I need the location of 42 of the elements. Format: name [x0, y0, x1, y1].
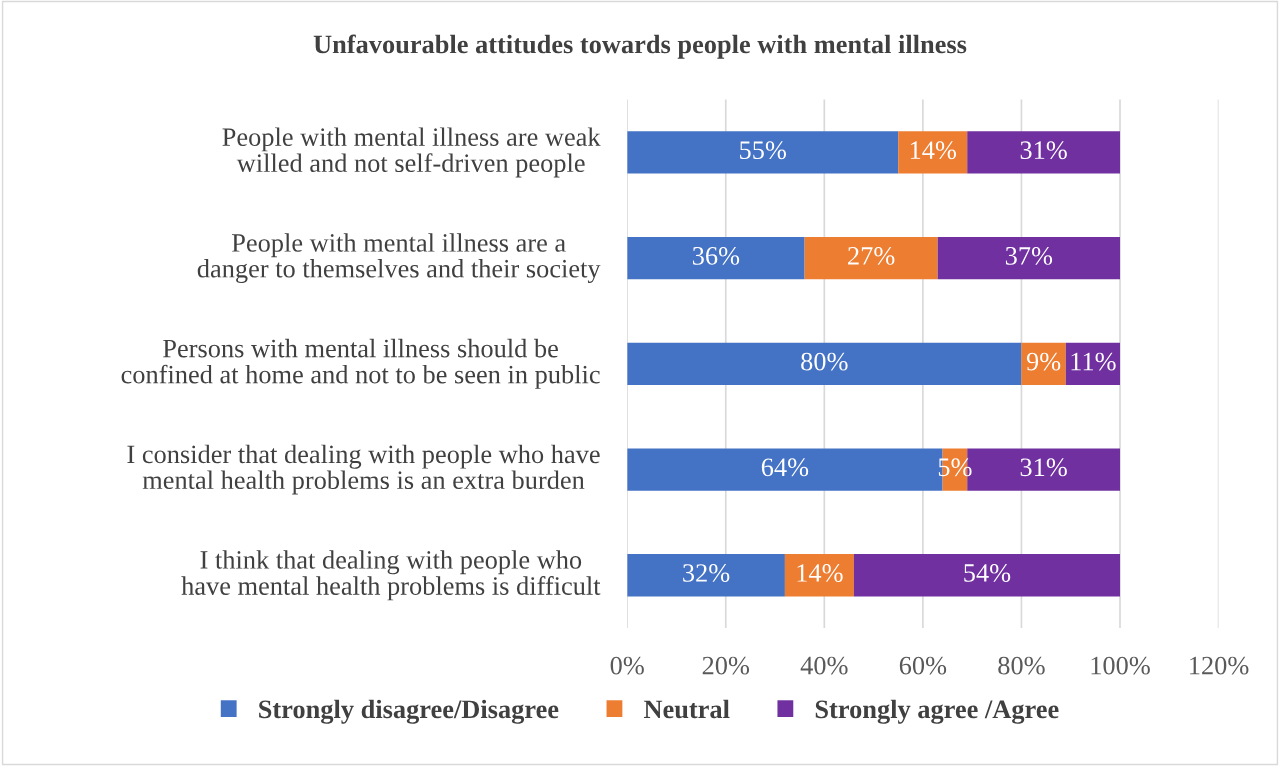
bar [937, 237, 1120, 280]
y-tick-label: People with mental illness are a danger to themselves and their society [197, 233, 601, 284]
y-tick-label: I consider that dealing with people who have mental health problems is an extra burden [127, 444, 600, 495]
data-label: 11% [1071, 352, 1116, 371]
x-tick-label: 20% [702, 656, 750, 675]
data-label: 14% [910, 141, 957, 160]
y-tick-label: I think that dealing with people who have mental health problems is difficult [181, 550, 601, 601]
data-label: 31% [1020, 458, 1067, 477]
y-tick-label: People with mental illness are weak willed and not self-driven people [222, 127, 601, 178]
bar [853, 554, 1120, 597]
data-label: 31% [1020, 141, 1067, 160]
legend-label: Strongly agree /Agree [815, 699, 1059, 724]
x-tick-label: 60% [899, 656, 947, 675]
data-label: 9% [1026, 352, 1061, 371]
data-label: 37% [1005, 246, 1053, 265]
bar [1065, 342, 1120, 385]
bar [1021, 342, 1066, 385]
bar [898, 131, 968, 174]
x-tick-label: 80% [998, 656, 1045, 675]
bar [967, 131, 1120, 174]
bar [627, 131, 899, 174]
x-tick-label: 40% [800, 656, 848, 675]
bar [627, 237, 805, 280]
x-tick-label: 0% [610, 656, 644, 675]
data-label: 55% [740, 141, 787, 160]
data-label: 80% [801, 352, 848, 371]
chart-title: Unfavourable attitudes towards people with mental illness [313, 34, 967, 59]
bar [627, 342, 1022, 385]
x-tick-label: 120% [1190, 656, 1249, 675]
bar [804, 237, 938, 280]
bar [784, 554, 854, 597]
data-label: 36% [692, 246, 740, 265]
data-label: 14% [797, 564, 843, 582]
data-label: 27% [848, 246, 895, 265]
y-tick-label: Persons with mental illness should be confined at home and not to be seen in public [121, 338, 600, 389]
legend-label: Strongly disagree/Disagree [259, 699, 559, 724]
bar [627, 554, 785, 597]
data-label: 32% [683, 564, 730, 582]
legend-label: Neutral [643, 699, 730, 719]
x-tick-label: 100% [1091, 656, 1150, 675]
data-label: 54% [964, 564, 1011, 582]
data-label: 64% [761, 458, 809, 477]
